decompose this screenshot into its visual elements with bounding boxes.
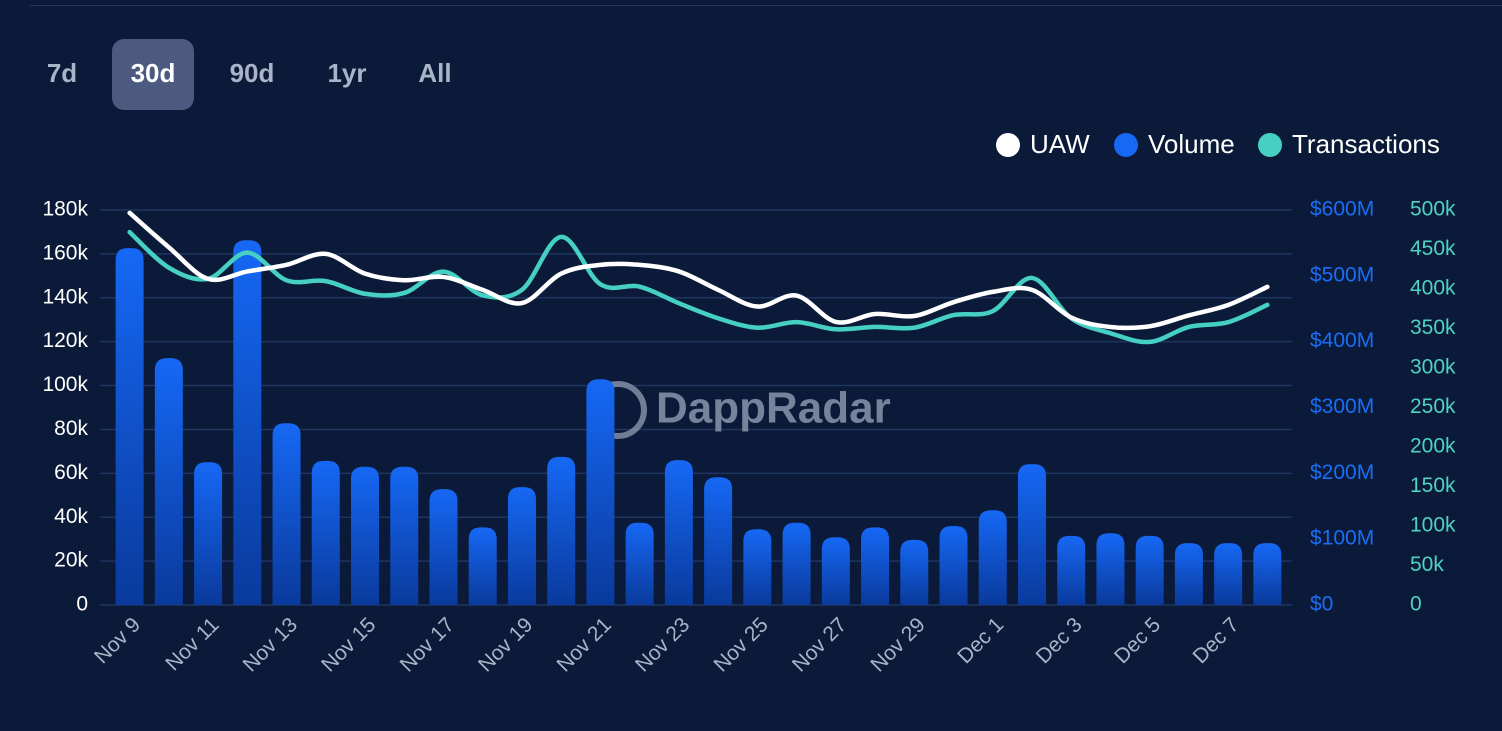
bar [1135,535,1164,605]
range-button[interactable]: All [418,58,451,88]
x-tick-label: Nov 17 [396,613,459,676]
x-tick-label: Nov 19 [474,613,537,676]
range-button[interactable]: 30d [131,58,176,88]
y2-tick-label: $300M [1310,395,1374,418]
legend-dot [996,133,1020,157]
x-tick-label: Dec 5 [1110,613,1165,668]
y3-tick-label: 0 [1410,593,1422,616]
bar [1214,543,1243,605]
y-tick-label: 180k [42,198,88,221]
y-tick-label: 120k [42,329,88,352]
y-tick-label: 80k [54,417,88,440]
legend-label[interactable]: Transactions [1292,129,1440,159]
legend-dot [1114,133,1138,157]
y3-tick-label: 400k [1410,277,1456,300]
range-button-active [112,39,194,110]
legend-label[interactable]: UAW [1030,129,1090,159]
bar [1174,543,1203,605]
bar [233,240,262,606]
watermark: DappRadar [656,384,891,433]
y3-tick-label: 100k [1410,514,1456,537]
bar [1017,464,1046,605]
x-tick-label: Nov 23 [631,613,694,676]
x-tick-label: Dec 1 [953,613,1008,668]
y-tick-label: 40k [54,505,88,528]
line-uaw [127,210,1270,331]
y-tick-label: 0 [76,593,88,616]
bar [115,248,144,605]
y-tick-label: 160k [42,241,88,264]
legend-label[interactable]: Volume [1148,129,1235,159]
bar [507,487,536,605]
y-tick-label: 20k [54,549,88,572]
bar [1057,535,1086,605]
bar [547,456,576,605]
range-button[interactable]: 90d [230,58,275,88]
bar [743,529,772,605]
legend-dot [1258,133,1282,157]
bar [900,539,929,605]
x-tick-label: Nov 27 [788,613,851,676]
y-tick-label: 60k [54,461,88,484]
x-tick-label: Dec 3 [1032,613,1087,668]
y3-tick-label: 150k [1410,474,1456,497]
y-tick-label: 100k [42,373,88,396]
y3-tick-label: 300k [1410,356,1456,379]
x-tick-label: Nov 11 [161,613,223,675]
bar [468,527,497,605]
x-tick-label: Nov 9 [90,613,145,668]
x-tick-label: Nov 29 [866,613,929,676]
bar [782,522,811,605]
y2-tick-label: $100M [1310,527,1374,550]
y2-tick-label: $600M [1310,198,1374,221]
range-button[interactable]: 7d [47,58,77,88]
bar [1253,543,1282,605]
y2-tick-label: $400M [1310,329,1374,352]
y-tick-label: 140k [42,285,88,308]
bar [664,460,693,605]
x-tick-label: Nov 13 [239,613,302,676]
range-button[interactable]: 1yr [327,58,366,88]
bar [978,510,1007,605]
x-tick-label: Nov 21 [553,613,616,676]
y3-tick-label: 450k [1410,237,1456,260]
bar [821,537,850,605]
bar [939,526,968,605]
y3-tick-label: 500k [1410,198,1456,221]
x-tick-label: Nov 25 [709,613,772,676]
y3-tick-label: 200k [1410,435,1456,458]
bar [351,466,380,605]
bar [272,423,301,605]
y3-tick-label: 250k [1410,395,1456,418]
y2-tick-label: $500M [1310,263,1374,286]
bar [861,527,890,605]
bar [1096,533,1125,605]
y2-tick-label: $0 [1310,593,1333,616]
y3-tick-label: 50k [1410,553,1444,576]
x-tick-label: Dec 7 [1189,613,1244,668]
bar [311,460,340,605]
y3-tick-label: 350k [1410,316,1456,339]
bar [429,489,458,605]
bar [154,358,183,605]
y2-tick-label: $200M [1310,461,1374,484]
divider [30,5,1502,6]
bar [194,462,223,605]
bar [704,477,733,605]
x-tick-label: Nov 15 [317,613,380,676]
bar [625,522,654,605]
bar [390,466,419,605]
bar [586,379,615,605]
